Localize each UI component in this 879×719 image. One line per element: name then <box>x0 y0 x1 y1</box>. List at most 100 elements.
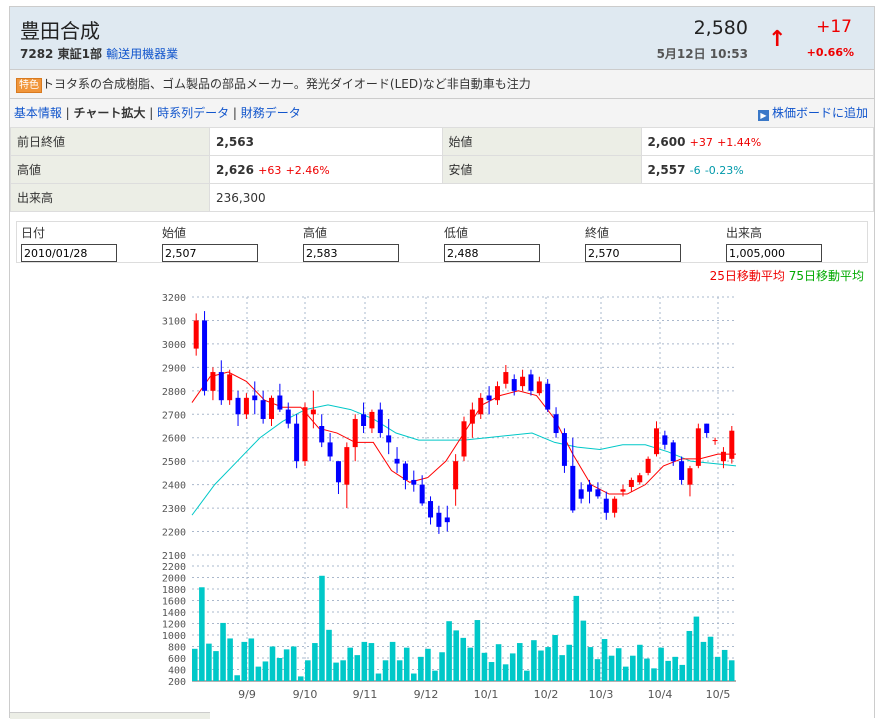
volume-bar <box>297 676 304 681</box>
nav-chart-enlarge[interactable]: チャート拡大 <box>73 106 146 120</box>
candle-body <box>628 479 634 487</box>
high-value: 2,626 +63 +2.46% <box>209 155 443 184</box>
candle-body <box>319 426 325 443</box>
candle-body <box>335 461 341 483</box>
volume-bar <box>199 587 205 681</box>
candle-body <box>210 372 216 391</box>
candle-body <box>553 414 559 434</box>
volume-bar <box>488 662 495 681</box>
current-price: 2,580 <box>693 17 748 39</box>
volume-bar <box>651 668 657 681</box>
candle-body <box>227 374 233 401</box>
price-tick-label: 2900 <box>162 363 186 374</box>
sector-link[interactable]: 輸送用機器業 <box>106 47 179 61</box>
volume-bar <box>524 670 530 681</box>
candle-body <box>545 383 551 410</box>
volume-bar <box>382 660 389 681</box>
volume-bar <box>269 646 276 681</box>
candle-body <box>528 374 534 391</box>
candle-body <box>561 433 567 466</box>
volume-bar <box>601 639 608 681</box>
volume-bar <box>481 652 488 681</box>
date-field[interactable] <box>21 244 117 262</box>
price-info-table: 前日終値 2,563 始値 2,600 +37 +1.44% 高値 2,626 +63 … <box>10 127 874 212</box>
volume-tick-label: 2000 <box>162 574 186 585</box>
volume-tick-label: 800 <box>168 643 186 654</box>
volume-bar <box>234 675 240 681</box>
volume-tick-label: 1800 <box>162 585 186 596</box>
price-tick-label: 3100 <box>162 316 186 327</box>
price-datetime: 5月12日 10:53 <box>656 47 748 61</box>
volume-bar <box>446 621 452 681</box>
volume-field[interactable] <box>726 244 822 262</box>
volume-bar <box>418 656 424 681</box>
candle-body <box>704 423 710 434</box>
volume-bar <box>728 660 735 681</box>
volume-bar <box>615 648 622 681</box>
volume-bar <box>516 643 523 681</box>
volume-bar <box>672 656 678 681</box>
feature-text: トヨタ系の合成樹脂、ゴム製品の部品メーカー。発光ダイオード(LED)など非自動車… <box>42 77 531 91</box>
candle-body <box>536 381 542 394</box>
sub-nav: 基本情報 | チャート拡大 | 時系列データ | 財務データ ▶ 株価ボードに追加 <box>10 99 874 128</box>
x-tick-label: 10/2 <box>534 688 559 701</box>
volume-bar <box>354 655 361 681</box>
volume-bar <box>552 635 558 681</box>
candle-body <box>653 428 659 455</box>
volume-bar <box>587 647 594 681</box>
candle-body <box>235 397 241 415</box>
candle-body <box>695 428 701 466</box>
x-tick-label: 9/11 <box>353 688 378 701</box>
close-field[interactable] <box>585 244 681 262</box>
price-change-pct: +0.66% <box>806 46 854 59</box>
candle-body <box>645 458 651 473</box>
candle-body <box>394 458 400 464</box>
nav-timeseries[interactable]: 時系列データ <box>157 106 230 120</box>
low-field[interactable] <box>444 244 540 262</box>
candle-body <box>486 395 492 401</box>
volume-bar <box>637 644 643 681</box>
volume-bar <box>693 616 700 681</box>
volume-bar <box>538 650 544 681</box>
volume-bar <box>326 629 332 681</box>
candle-body <box>578 489 584 499</box>
volume-tick-label: 600 <box>168 654 186 665</box>
volume-bar <box>531 640 537 681</box>
candle-body <box>612 498 618 513</box>
volume-bar <box>312 643 318 681</box>
prev-close-label: 前日終値 <box>10 127 210 156</box>
volume-bar <box>460 637 467 681</box>
open-field[interactable] <box>162 244 258 262</box>
nav-financial[interactable]: 財務データ <box>240 106 301 120</box>
date-label: 日付 <box>21 226 46 240</box>
volume-tick-label: 1600 <box>162 597 186 608</box>
volume-bar <box>248 638 255 681</box>
price-tick-label: 3000 <box>162 340 186 351</box>
volume-bar <box>241 641 248 681</box>
close-label: 終値 <box>585 226 610 240</box>
volume-bar <box>630 655 636 681</box>
high-field[interactable] <box>303 244 399 262</box>
volume-bar <box>580 620 587 681</box>
candle-body <box>461 421 467 457</box>
candle-body <box>469 409 475 424</box>
candle-body <box>243 397 249 415</box>
volume-bar <box>213 651 219 681</box>
candle-body <box>729 430 735 459</box>
volume-bar <box>622 666 629 681</box>
add-board-label: 株価ボードに追加 <box>771 106 868 120</box>
candle-body <box>511 379 517 391</box>
high-label: 高値 <box>10 155 210 184</box>
nav-basic-info[interactable]: 基本情報 <box>13 106 62 120</box>
volume-value: 236,300 <box>209 183 874 212</box>
volume-bar <box>227 638 233 681</box>
volume-bar <box>361 641 368 681</box>
candle-body <box>277 395 283 410</box>
open-label: 始値 <box>162 226 187 240</box>
volume-bar <box>686 630 693 681</box>
volume-bar <box>425 648 431 681</box>
candle-body <box>285 409 291 424</box>
add-to-board-link[interactable]: ▶ 株価ボードに追加 <box>757 99 868 127</box>
volume-bar <box>375 673 382 681</box>
